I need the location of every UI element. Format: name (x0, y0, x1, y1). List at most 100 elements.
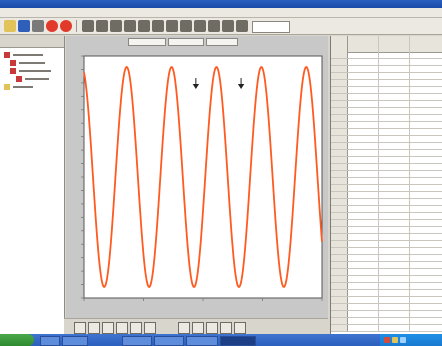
tool-icon[interactable] (166, 20, 178, 32)
table-row[interactable] (331, 276, 442, 283)
save-icon[interactable] (18, 20, 30, 32)
table-row[interactable] (331, 192, 442, 199)
tool-icon[interactable] (152, 20, 164, 32)
tool-icon[interactable] (96, 20, 108, 32)
tray-icon[interactable] (384, 337, 390, 343)
tool-icon[interactable] (194, 20, 206, 32)
table-row[interactable] (331, 101, 442, 108)
zoom-icon[interactable] (102, 322, 114, 334)
quick-launch[interactable] (62, 336, 88, 346)
stop-icon[interactable] (60, 20, 72, 32)
table-row[interactable] (331, 129, 442, 136)
table-row[interactable] (331, 199, 442, 206)
table-row[interactable] (331, 248, 442, 255)
tool-icon[interactable] (208, 20, 220, 32)
tool-icon[interactable] (110, 20, 122, 32)
table-row[interactable] (331, 227, 442, 234)
table-row[interactable] (331, 94, 442, 101)
graph-selector[interactable] (128, 38, 166, 46)
graph-selector[interactable] (206, 38, 238, 46)
table-row[interactable] (331, 171, 442, 178)
tray-icon[interactable] (392, 337, 398, 343)
table-row[interactable] (331, 206, 442, 213)
row-number-cell (331, 122, 348, 128)
tool-icon[interactable] (222, 20, 234, 32)
table-row[interactable] (331, 185, 442, 192)
table-cell (410, 101, 442, 107)
tree-item-root[interactable] (4, 52, 60, 58)
tray-icon[interactable] (400, 337, 406, 343)
table-row[interactable] (331, 143, 442, 150)
table-row[interactable] (331, 178, 442, 185)
axis-icon[interactable] (206, 322, 218, 334)
table-row[interactable] (331, 108, 442, 115)
table-cell (379, 283, 410, 289)
toolbar-dropdown[interactable] (252, 21, 290, 33)
table-cell (348, 290, 379, 296)
table-row[interactable] (331, 325, 442, 332)
plot-area[interactable] (83, 55, 323, 299)
axis-icon[interactable] (220, 322, 232, 334)
taskbar-button[interactable] (186, 336, 218, 346)
table-row[interactable] (331, 290, 442, 297)
table-row[interactable] (331, 269, 442, 276)
table-row[interactable] (331, 297, 442, 304)
axis-icon[interactable] (192, 322, 204, 334)
tree-item-label (19, 62, 45, 64)
graph-canvas[interactable] (66, 46, 328, 318)
table-row[interactable] (331, 234, 442, 241)
tree-item-child[interactable] (16, 76, 60, 82)
tool-icon[interactable] (138, 20, 150, 32)
marker-1[interactable] (192, 84, 200, 89)
table-row[interactable] (331, 73, 442, 80)
axis-icon[interactable] (234, 322, 246, 334)
taskbar-button-active[interactable] (220, 336, 256, 346)
tool-icon[interactable] (180, 20, 192, 32)
table-row[interactable] (331, 66, 442, 73)
zoom-icon[interactable] (116, 322, 128, 334)
taskbar-button[interactable] (154, 336, 184, 346)
quick-launch[interactable] (40, 336, 60, 346)
table-row[interactable] (331, 304, 442, 311)
table-row[interactable] (331, 150, 442, 157)
table-row[interactable] (331, 164, 442, 171)
zoom-icon[interactable] (74, 322, 86, 334)
axis-icon[interactable] (178, 322, 190, 334)
zoom-icon[interactable] (88, 322, 100, 334)
tool-icon[interactable] (82, 20, 94, 32)
table-row[interactable] (331, 87, 442, 94)
table-row[interactable] (331, 311, 442, 318)
print-icon[interactable] (32, 20, 44, 32)
table-cell (379, 248, 410, 254)
table-row[interactable] (331, 136, 442, 143)
title-bar[interactable] (0, 0, 442, 8)
record-icon[interactable] (46, 20, 58, 32)
graph-selector[interactable] (168, 38, 204, 46)
table-row[interactable] (331, 115, 442, 122)
menu-bar[interactable] (0, 8, 442, 18)
cursor-icon[interactable] (144, 322, 156, 334)
table-row[interactable] (331, 255, 442, 262)
table-row[interactable] (331, 213, 442, 220)
signal-chart[interactable] (66, 46, 328, 318)
open-folder-icon[interactable] (4, 20, 16, 32)
table-row[interactable] (331, 122, 442, 129)
tool-icon[interactable] (124, 20, 136, 32)
table-row[interactable] (331, 80, 442, 87)
table-row[interactable] (331, 283, 442, 290)
table-row[interactable] (331, 241, 442, 248)
tree-item-child[interactable] (10, 68, 60, 74)
table-row[interactable] (331, 318, 442, 325)
cursor-icon[interactable] (130, 322, 142, 334)
tree-item-leaf[interactable] (4, 84, 60, 90)
start-button[interactable] (0, 334, 34, 346)
table-row[interactable] (331, 220, 442, 227)
tool-icon[interactable] (236, 20, 248, 32)
table-row[interactable] (331, 157, 442, 164)
tree-item-child[interactable] (10, 60, 60, 66)
taskbar-button[interactable] (122, 336, 152, 346)
marker-2[interactable] (237, 84, 245, 89)
table-row[interactable] (331, 59, 442, 66)
table-row[interactable] (331, 262, 442, 269)
table-row[interactable] (331, 52, 442, 59)
